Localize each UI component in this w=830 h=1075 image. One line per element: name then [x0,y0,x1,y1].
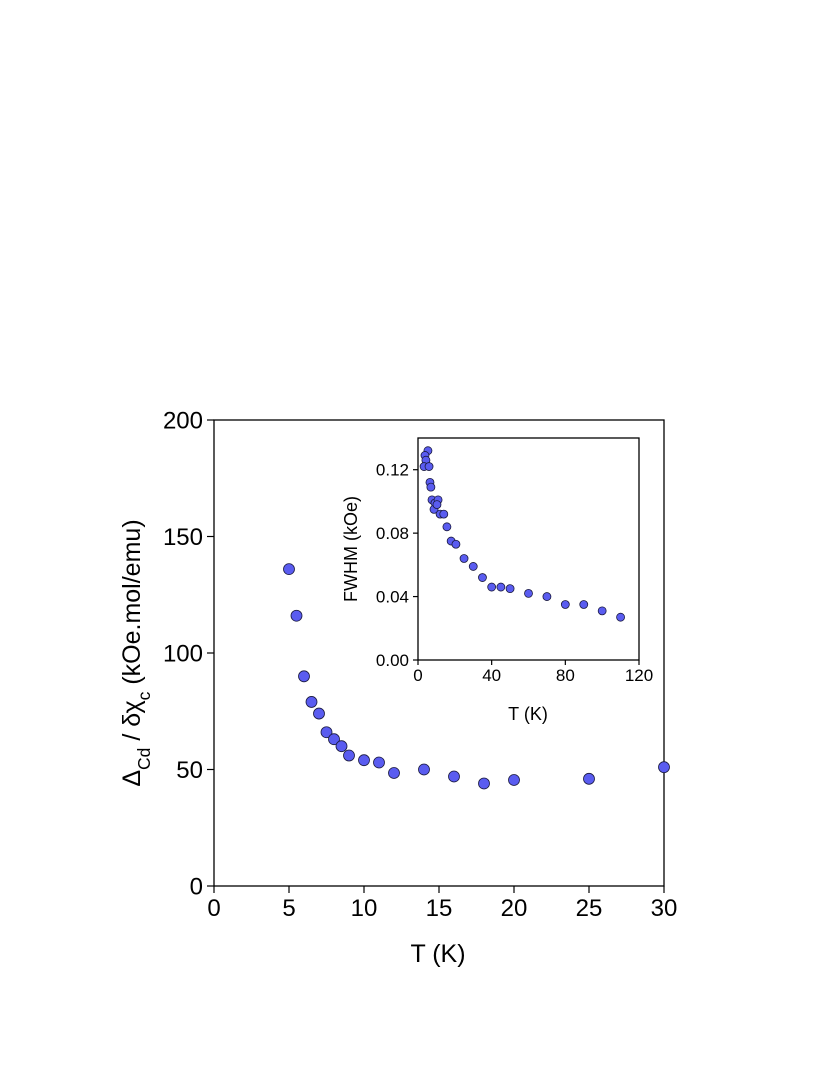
data-point [542,592,552,601]
data-point [418,763,430,776]
x-axis-label: T (K) [508,704,548,724]
x-tick-label: 10 [351,895,378,922]
x-tick-label: 0 [413,666,422,685]
data-point [373,756,385,769]
data-point [597,606,607,616]
y-axis-label-part: (kOe.mol/emu) [118,519,146,691]
y-axis-label-part: Cd [134,748,154,770]
y-tick-label: 50 [176,757,203,784]
data-point [658,761,670,774]
data-point [468,562,478,571]
data-point [343,749,355,762]
data-point [496,582,506,592]
data-point [426,482,436,492]
data-point [298,670,310,683]
x-tick-label: 30 [651,895,678,922]
x-tick-label: 5 [282,895,295,922]
x-tick-label: 40 [482,666,501,685]
data-point [478,777,490,790]
x-axis-label: T (K) [410,940,465,968]
y-tick-label: 0.00 [376,651,409,670]
data-point [328,733,340,746]
data-point [439,509,449,519]
data-point [505,584,515,594]
data-point [487,582,497,592]
y-axis-label-part: Δ [118,770,146,787]
y-tick-label: 0.04 [376,588,409,607]
data-point [459,554,469,563]
x-tick-label: 15 [426,895,453,922]
x-tick-label: 80 [556,666,575,685]
data-point [442,522,452,532]
data-point [560,600,570,609]
data-point [335,740,348,753]
data-point [579,600,589,609]
data-point [320,726,333,739]
y-tick-label: 100 [163,640,203,667]
data-point [388,767,400,779]
x-tick-label: 20 [501,895,528,922]
data-point [290,609,303,622]
y-tick-label: 0 [190,873,203,900]
data-point [432,500,442,510]
y-axis-label: ΔCd / δχc (kOe.mol/emu) [118,519,154,786]
x-tick-label: 0 [207,895,220,922]
data-point [313,707,325,720]
data-point [283,563,295,576]
y-axis-label-part: FWHM (kOe) [341,496,361,602]
data-point [448,770,460,783]
data-point [451,539,461,549]
data-point [524,589,533,598]
data-point [305,696,318,708]
data-point [583,772,595,785]
y-axis-label-part: / δχ [118,700,146,747]
y-tick-label: 200 [163,407,203,434]
x-tick-label: 25 [576,895,603,922]
data-point [616,612,625,622]
y-tick-label: 0.08 [376,524,409,543]
y-tick-label: 0.12 [376,461,409,480]
y-axis-label: FWHM (kOe) [341,496,361,602]
data-point [478,573,487,582]
y-axis-label-part: c [134,691,154,700]
plot-frame [417,437,640,661]
x-tick-label: 120 [625,666,653,685]
data-point [424,462,434,471]
data-point [358,754,370,767]
y-tick-label: 150 [163,524,203,551]
data-point [508,774,520,786]
